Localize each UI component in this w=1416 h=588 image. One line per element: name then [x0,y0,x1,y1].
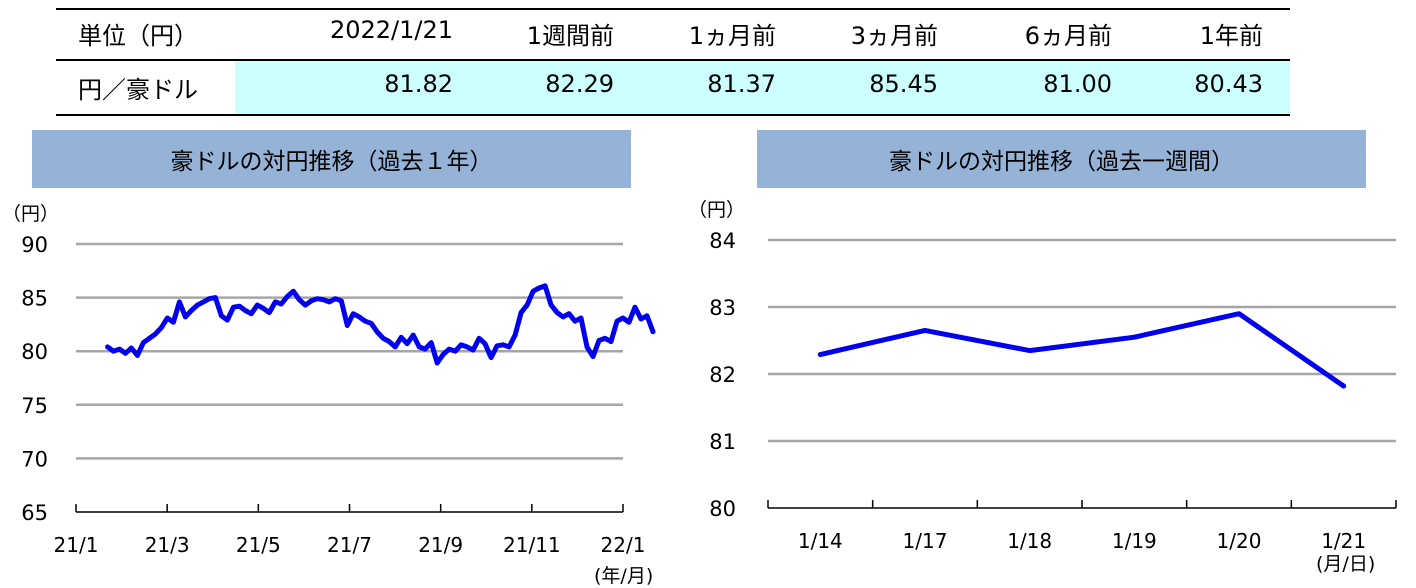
x-tick-label: 1/18 [1007,529,1052,553]
chart-1week: （円） (月/日) 84 83 82 81 80 1/14 1/17 1/18 1/19 1/20… [700,199,1397,575]
chart-title-1week: 豪ドルの対円推移（過去一週間） [889,149,1234,175]
chart-title-band-1week: 豪ドルの対円推移（過去一週間） [757,130,1366,188]
y-tick-label: 80 [21,340,48,364]
value-1year-ago: 80.43 [1194,70,1263,98]
value-6months-ago: 81.00 [1043,70,1112,98]
x-tick-label: 21/1 [54,533,99,557]
y-unit-label: （円） [2,203,59,225]
y-tick-label: 82 [709,363,736,387]
x-tick-label: 21/9 [418,533,463,557]
header-6months-ago: 6ヵ月前 [1024,22,1112,50]
header-1year-ago: 1年前 [1199,22,1263,50]
y-tick-label: 80 [709,497,736,521]
x-tick-label: 21/7 [327,533,372,557]
header-3months-ago: 3ヵ月前 [850,22,938,50]
x-tick-label: 21/3 [145,533,190,557]
header-1month-ago: 1ヵ月前 [688,22,776,50]
x-axis-note: (月/日) [1316,553,1375,575]
table-header-rule [56,59,1290,61]
x-tick-label: 1/20 [1217,529,1262,553]
x-tick-label: 21/5 [236,533,281,557]
header-current-date: 2022/1/21 [329,16,453,44]
x-tick-label: 1/14 [798,529,843,553]
chart-title-band-1year: 豪ドルの対円推移（過去１年） [32,130,631,188]
header-1week-ago: 1週間前 [526,22,614,50]
series-line-aud-jpy-1week [817,311,1347,389]
x-tick-label: 1/19 [1112,529,1157,553]
value-row-highlight [235,61,1290,114]
table-bottom-rule [56,114,1290,116]
y-tick-label: 70 [21,447,48,471]
value-1month-ago: 81.37 [707,70,776,98]
y-tick-label: 85 [21,287,48,311]
chart-title-1year: 豪ドルの対円推移（過去１年） [170,149,493,175]
series-line-aud-jpy-1year [105,283,656,366]
table-top-rule [56,8,1290,10]
value-3months-ago: 85.45 [869,70,938,98]
y-tick-label: 81 [709,430,736,454]
y-tick-label: 65 [21,501,48,525]
y-tick-label: 84 [709,229,736,253]
x-axis-note: (年/月) [594,565,653,587]
rate-table: 単位（円） 2022/1/21 1週間前 1ヵ月前 3ヵ月前 6ヵ月前 1年前 … [56,8,1290,116]
x-tick-label: 1/17 [903,529,948,553]
y-tick-label: 75 [21,394,48,418]
x-tick-label: 21/11 [503,533,561,557]
y-tick-label: 90 [21,233,48,257]
value-1week-ago: 82.29 [545,70,614,98]
header-unit: 単位（円） [78,22,198,50]
row-label-aud-jpy: 円／豪ドル [78,76,198,104]
x-tick-label: 22/1 [601,533,646,557]
x-tick-label: 1/21 [1321,529,1366,553]
y-unit-label: （円） [700,199,745,221]
value-current: 81.82 [384,70,453,98]
y-tick-label: 83 [709,296,736,320]
